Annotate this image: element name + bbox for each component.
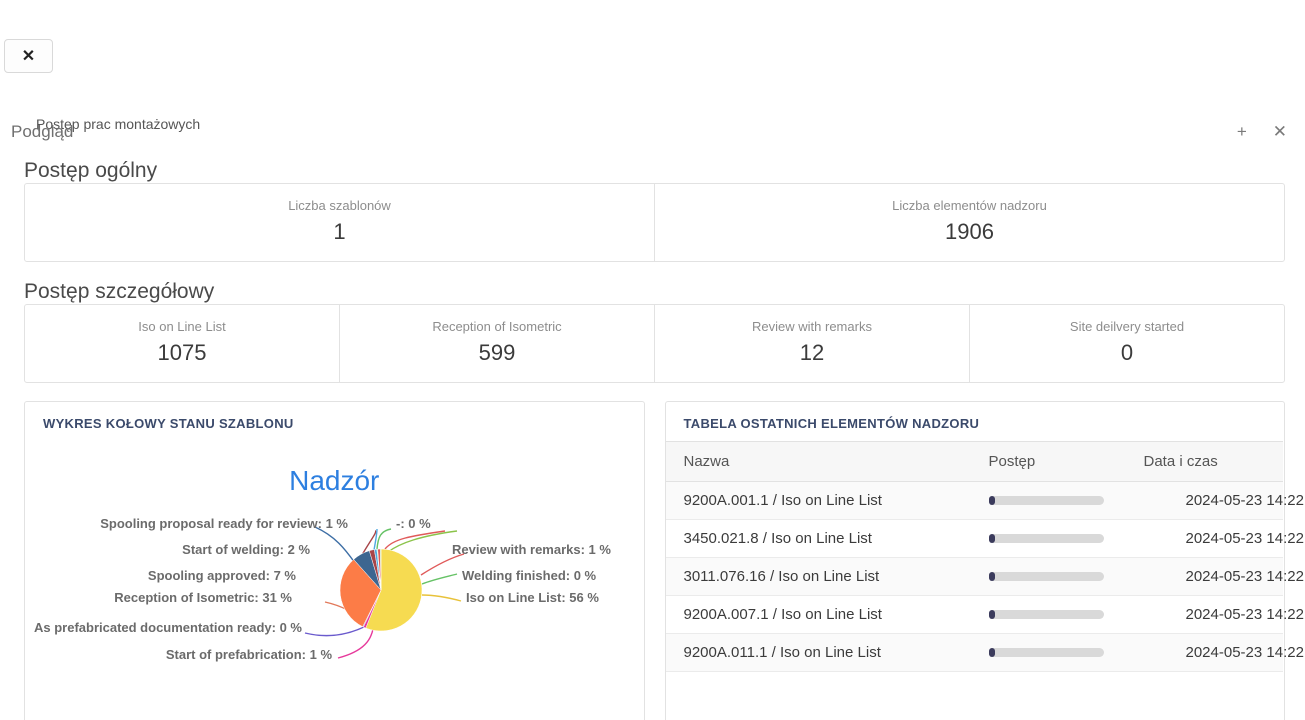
svg-text:-: 0 %: -: 0 %	[396, 516, 431, 531]
svg-text:Spooling proposal ready for re: Spooling proposal ready for review: 1 %	[100, 516, 348, 531]
svg-text:Spooling approved: 7 %: Spooling approved: 7 %	[148, 568, 297, 583]
svg-text:Start of prefabrication: 1 %: Start of prefabrication: 1 %	[166, 647, 333, 662]
svg-text:Reception of Isometric: 31 %: Reception of Isometric: 31 %	[114, 590, 292, 605]
svg-text:Iso on Line List: 56 %: Iso on Line List: 56 %	[466, 590, 599, 605]
svg-text:Welding finished: 0 %: Welding finished: 0 %	[462, 568, 597, 583]
svg-text:Start of welding: 2 %: Start of welding: 2 %	[182, 542, 310, 557]
svg-text:Review with remarks: 1 %: Review with remarks: 1 %	[452, 542, 611, 557]
svg-text:As prefabricated documentation: As prefabricated documentation ready: 0 …	[34, 620, 302, 635]
